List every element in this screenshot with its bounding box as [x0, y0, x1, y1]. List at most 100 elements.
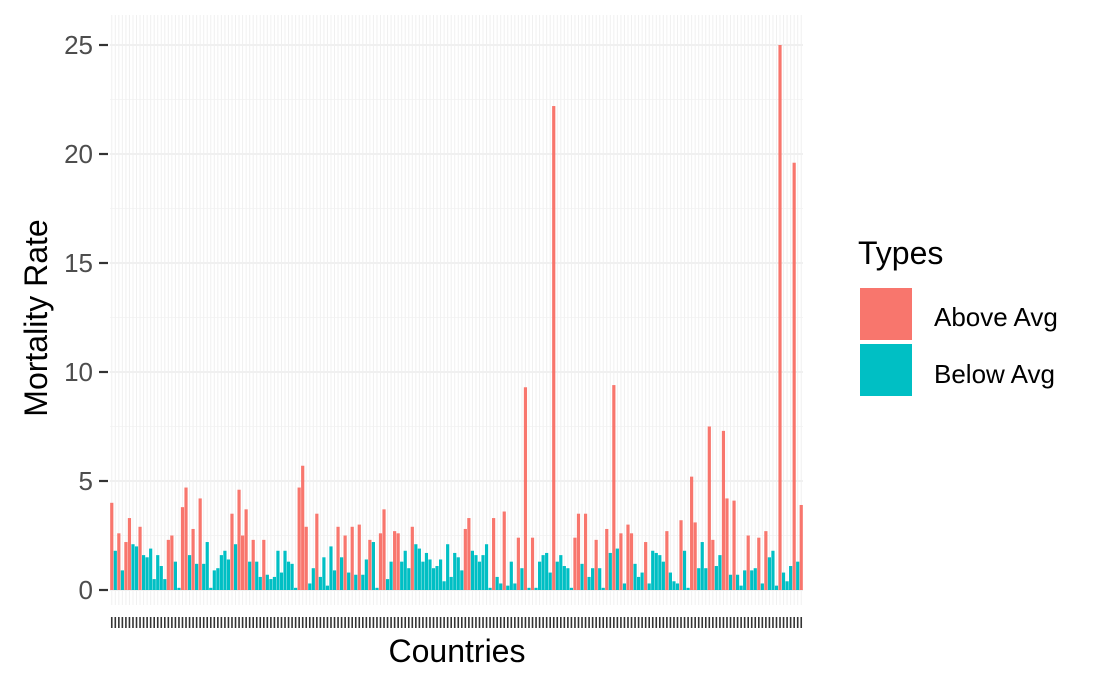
bar: [608, 552, 612, 590]
bar: [304, 526, 308, 590]
bar: [728, 574, 733, 590]
bar: [127, 518, 132, 590]
y-tick-label: 20: [64, 139, 93, 169]
bar: [343, 535, 347, 590]
bar: [750, 570, 754, 590]
bar: [753, 568, 757, 590]
bar: [134, 546, 139, 590]
bar: [368, 539, 372, 590]
bar: [686, 587, 690, 590]
bar: [354, 574, 358, 590]
bar: [672, 581, 676, 590]
bar: [265, 574, 269, 590]
x-axis-label: Countries: [389, 633, 526, 669]
bar: [760, 583, 764, 590]
bars-group: [110, 45, 803, 590]
bar: [156, 555, 160, 590]
bar: [661, 561, 665, 590]
bar: [364, 559, 368, 590]
bar: [746, 535, 750, 590]
bar: [541, 555, 545, 590]
bar: [693, 522, 697, 590]
bar: [538, 561, 542, 590]
bar: [711, 539, 715, 590]
bar: [612, 385, 616, 590]
bar: [658, 555, 662, 590]
bar: [318, 576, 322, 590]
bar: [605, 528, 609, 590]
bar: [640, 572, 644, 590]
bar: [152, 579, 156, 590]
bar: [166, 539, 170, 590]
bar: [721, 430, 726, 590]
bar: [375, 587, 379, 590]
bar: [626, 524, 630, 590]
bar: [764, 531, 768, 590]
bar: [424, 552, 429, 590]
bar: [502, 511, 506, 590]
bar: [233, 544, 238, 590]
bar: [262, 539, 266, 590]
bar: [690, 476, 694, 590]
y-tick-label: 0: [79, 575, 93, 605]
legend-label-below-avg: Below Avg: [934, 359, 1055, 389]
bar: [269, 579, 273, 590]
bar: [371, 542, 375, 590]
bar: [113, 550, 117, 590]
bar: [654, 552, 658, 590]
bar: [297, 487, 301, 590]
bar: [668, 572, 672, 590]
legend-title: Types: [858, 235, 943, 271]
bar: [622, 583, 627, 590]
bar: [781, 572, 786, 590]
bar: [276, 550, 280, 590]
bar: [619, 533, 623, 590]
bar: [792, 162, 796, 590]
y-tick-label: 15: [64, 248, 93, 278]
bar: [506, 585, 510, 590]
bar: [647, 583, 651, 590]
bar: [470, 550, 474, 590]
bar: [378, 533, 383, 590]
y-tick-label: 10: [64, 357, 93, 387]
bar: [591, 568, 595, 590]
bar: [704, 568, 708, 590]
bar: [732, 500, 736, 590]
bar: [474, 555, 478, 590]
bar: [329, 546, 333, 590]
bar: [559, 555, 563, 590]
plot-background: [110, 15, 803, 605]
bar: [439, 559, 443, 590]
bar: [446, 544, 450, 590]
legend: Types Above Avg Below Avg: [858, 235, 1058, 398]
bar: [481, 555, 485, 590]
bar: [131, 544, 135, 590]
bar: [796, 561, 800, 590]
bar: [120, 570, 124, 590]
bar: [467, 518, 471, 590]
bar: [180, 507, 185, 590]
bar: [385, 579, 390, 590]
bar: [187, 555, 192, 590]
bar: [241, 535, 245, 590]
bar: [209, 587, 213, 590]
bar: [679, 520, 683, 590]
bar: [308, 583, 312, 590]
bar: [718, 555, 722, 590]
bar: [340, 557, 344, 590]
bar: [290, 563, 294, 590]
bar: [258, 576, 262, 590]
bar: [545, 552, 549, 590]
bar: [400, 561, 404, 590]
bar: [230, 513, 234, 590]
bar: [495, 576, 499, 590]
bar: [198, 498, 202, 590]
bar: [195, 563, 199, 590]
bar: [520, 568, 524, 590]
bar: [460, 570, 464, 590]
bar: [707, 426, 711, 590]
bar: [580, 563, 584, 590]
bar: [248, 561, 252, 590]
bar: [163, 579, 167, 590]
bar: [286, 561, 291, 590]
